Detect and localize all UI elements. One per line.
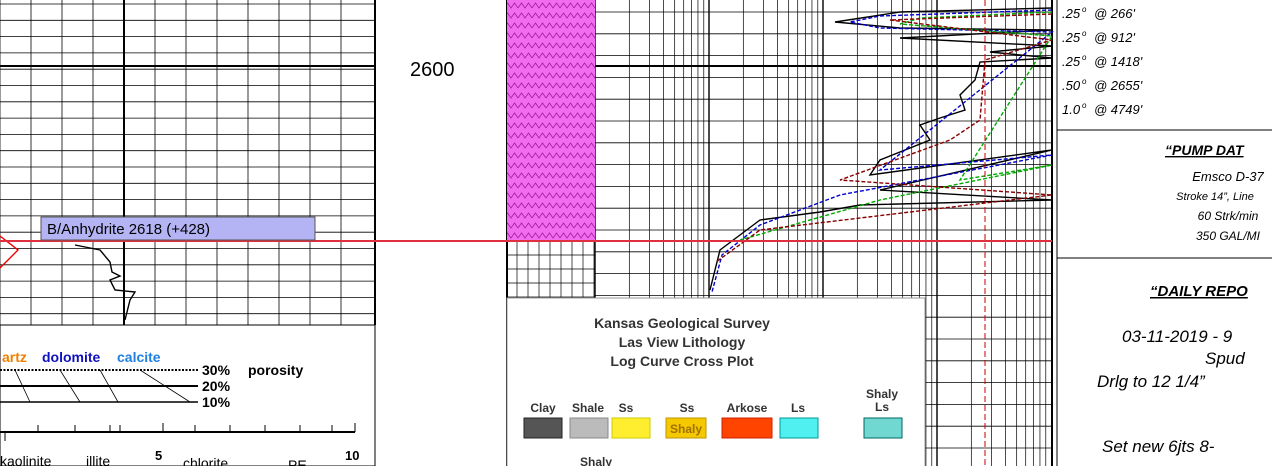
crossplot-panel bbox=[0, 324, 376, 466]
pump-line: Emsco D-37 bbox=[1192, 169, 1264, 184]
legend-item: Ss bbox=[680, 401, 695, 415]
degree-sign: o bbox=[1082, 53, 1087, 62]
porosity-label: porosity bbox=[248, 362, 303, 378]
lithology-column bbox=[507, 0, 595, 241]
scale-label: 5 bbox=[155, 448, 162, 463]
legend-title: Las View Lithology bbox=[619, 334, 746, 350]
legend-item: Clay bbox=[530, 401, 556, 415]
deviation-angle: .25 bbox=[1062, 54, 1081, 69]
legend-title: Log Curve Cross Plot bbox=[610, 353, 753, 369]
pump-line: 60 Strk/min bbox=[1198, 209, 1259, 223]
mineral: artz bbox=[2, 349, 27, 365]
deviation-depth: @ 1418' bbox=[1094, 54, 1143, 69]
legend-title: Kansas Geological Survey bbox=[594, 315, 770, 331]
porosity-value: 30% bbox=[202, 362, 231, 378]
deviation-box bbox=[1056, 0, 1272, 131]
marker-box bbox=[40, 216, 316, 241]
pump-title: “PUMP DAT bbox=[1165, 142, 1245, 158]
legend-item: Shale bbox=[572, 401, 604, 415]
pump-line: Stroke 14”, Line bbox=[1176, 191, 1254, 203]
degree-sign: o bbox=[1082, 5, 1087, 14]
depth-label: 2600 bbox=[410, 59, 455, 81]
degree-sign: o bbox=[1082, 29, 1087, 38]
scale-label: PE bbox=[288, 457, 307, 466]
deviation-angle: 1.0 bbox=[1062, 102, 1081, 117]
daily-title: “DAILY REPO bbox=[1150, 283, 1248, 300]
log-curves bbox=[0, 0, 1054, 466]
deviation-depth: @ 2655' bbox=[1094, 78, 1143, 93]
daily-line: Drlg to 12 1/4” bbox=[1097, 372, 1206, 391]
legend-item: Ss bbox=[619, 401, 634, 415]
daily-line: Set new 6jts 8- bbox=[1102, 437, 1215, 456]
marker-label: B/Anhydrite 2618 (+428) bbox=[47, 221, 210, 238]
daily-lines: 03-11-2019 - 9 Spud Drlg to 12 1/4” Set … bbox=[1097, 327, 1245, 456]
scale-label: 10 bbox=[345, 448, 359, 463]
deviation-angle: .25 bbox=[1062, 6, 1081, 21]
scale-label: chlorite bbox=[183, 455, 228, 466]
deviation-depth: @ 266' bbox=[1094, 6, 1135, 21]
swatch-text: Shaly bbox=[670, 422, 702, 436]
deviation-depth: @ 912' bbox=[1094, 30, 1135, 45]
mineral: calcite bbox=[117, 349, 161, 365]
porosity-value: 20% bbox=[202, 378, 231, 394]
deviation-depth: @ 4749' bbox=[1094, 102, 1143, 117]
mineral: dolomite bbox=[42, 349, 101, 365]
legend-items: Clay Shale Ss Ss Arkose Ls Shaly Ls Shal… bbox=[523, 387, 903, 466]
pump-lines: Emsco D-37 Stroke 14”, Line 60 Strk/min … bbox=[1176, 169, 1264, 243]
scale-label: illite bbox=[86, 453, 110, 466]
daily-line: 03-11-2019 - 9 bbox=[1122, 327, 1233, 346]
scale-label: kaolinite bbox=[0, 453, 52, 466]
degree-sign: o bbox=[1082, 101, 1087, 110]
legend-item: Shaly bbox=[866, 387, 898, 401]
pump-line: 350 GAL/MI bbox=[1196, 229, 1261, 243]
legend-item: Shaly bbox=[580, 455, 612, 466]
deviation-angle: .25 bbox=[1062, 30, 1081, 45]
legend-item: Arkose bbox=[727, 401, 768, 415]
porosity-value: 10% bbox=[202, 394, 231, 410]
legend-item: Ls bbox=[875, 400, 889, 414]
deviation: .25 o @ 266'.25 o @ 912'.25 o @ 1418'.50 o @ 265… bbox=[1062, 5, 1143, 117]
deviation-angle: .50 bbox=[1062, 78, 1081, 93]
daily-box bbox=[1056, 257, 1272, 466]
legend-item: Ls bbox=[791, 401, 805, 415]
crossplot: artz dolomite calcite 30% 20% 10% porosi… bbox=[0, 349, 359, 466]
legend: Kansas Geological Survey Las View Lithol… bbox=[594, 315, 770, 369]
degree-sign: o bbox=[1082, 77, 1087, 86]
daily-line: Spud bbox=[1205, 349, 1245, 368]
